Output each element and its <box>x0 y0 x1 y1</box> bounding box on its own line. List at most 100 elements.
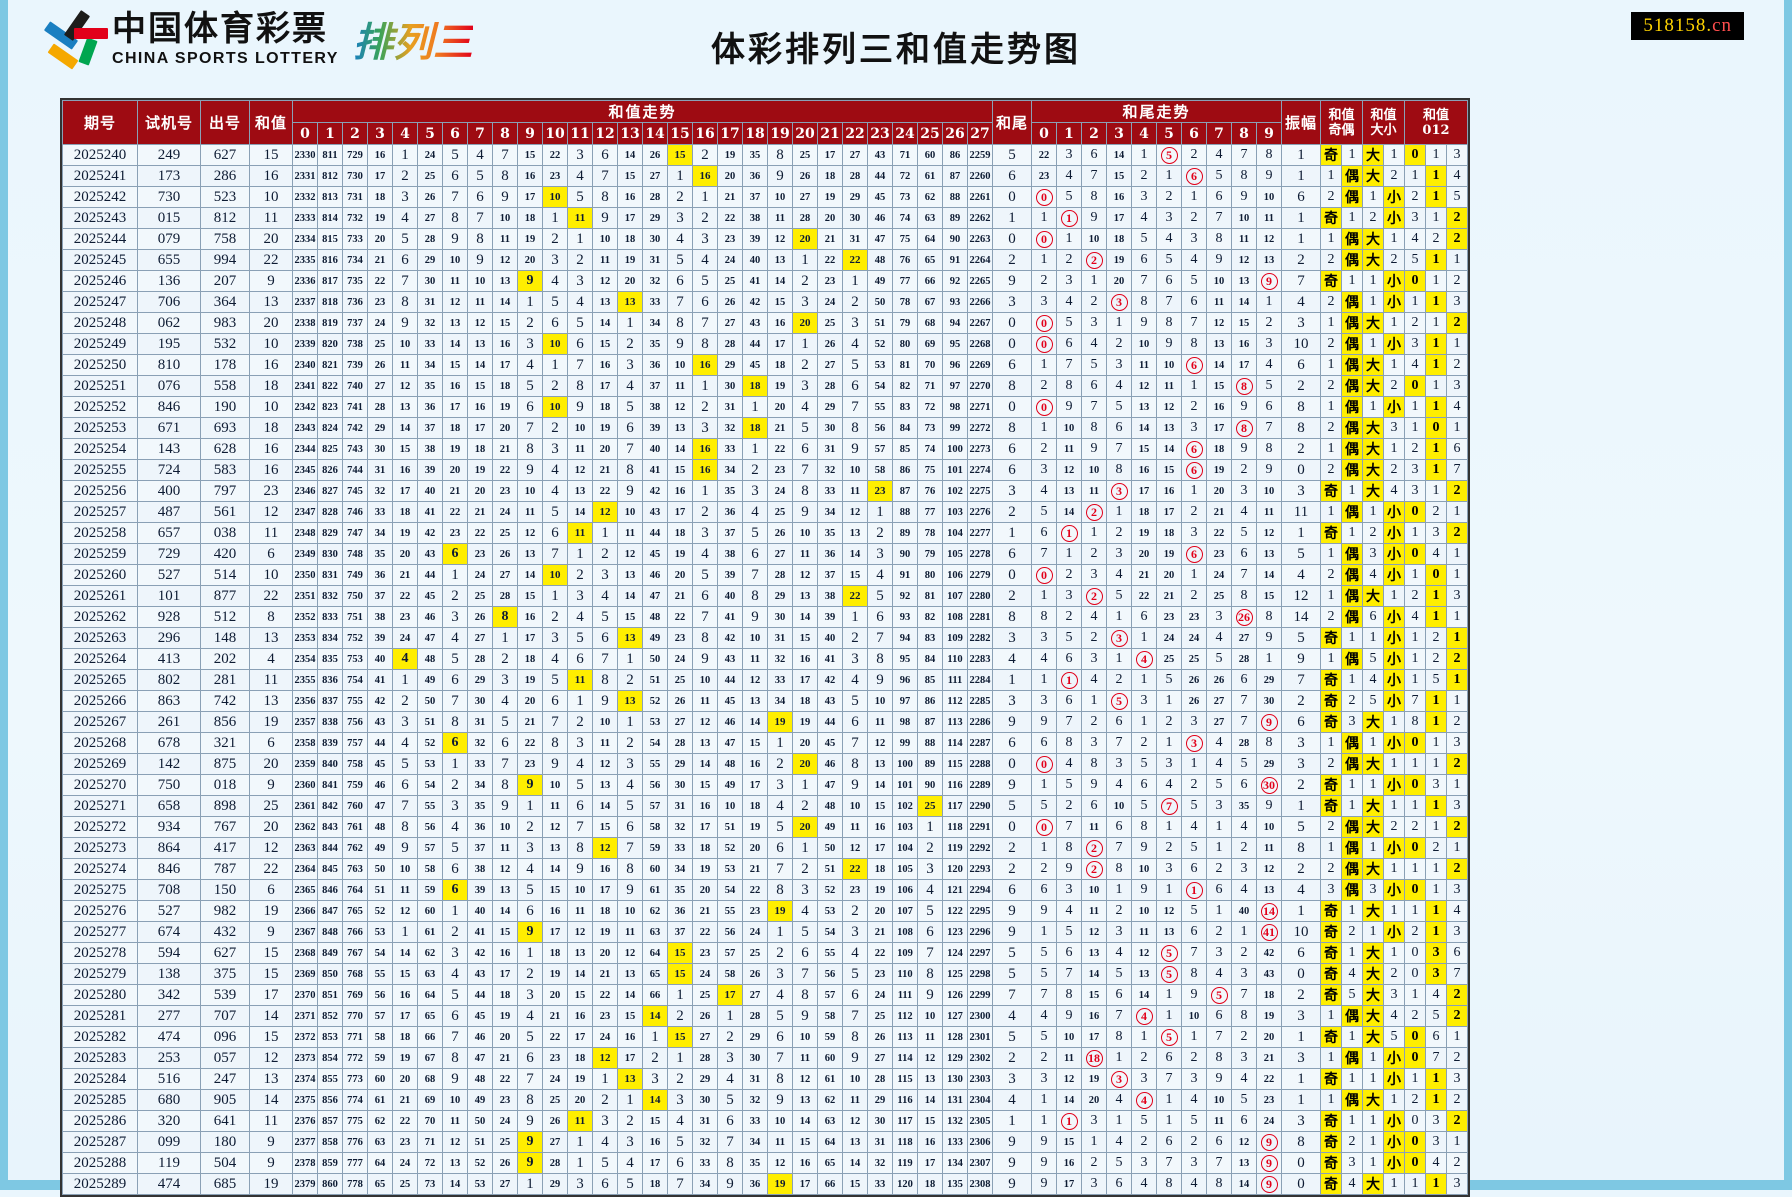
cell-sum-trend-20: 2 <box>792 858 818 880</box>
cell-sum-trend-3: 19 <box>367 207 393 229</box>
cell-sum-trend-11: 4 <box>567 165 593 187</box>
cell-sum-tail-trend-7: 10 <box>1206 270 1232 292</box>
cell-sum-tail: 9 <box>992 1173 1032 1195</box>
cell-sum-trend-8: 20 <box>492 417 518 439</box>
cell-sum-tail-trend-5: 5 <box>1156 1026 1182 1048</box>
cell-sum-trend-4: 4 <box>392 207 418 229</box>
cell-sum-trend-14: 14 <box>642 1005 668 1027</box>
cell-sum-trend-2: 769 <box>342 984 368 1006</box>
cell-sum-trend-15: 1 <box>667 165 693 187</box>
cell-sum-trend-15: 15 <box>667 459 693 481</box>
cell-sum-012-2: 2 <box>1446 207 1468 229</box>
cell-sum-trend-16: 5 <box>692 564 718 586</box>
cell-sum-trend-6: 8 <box>442 207 468 229</box>
cell-sum-trend-4: 4 <box>392 732 418 754</box>
cell-sum-trend-6: 16 <box>442 375 468 397</box>
cell-sum-tail-trend-1: 10 <box>1056 1026 1082 1048</box>
cell-sum-012-2: 2 <box>1446 711 1468 733</box>
cell-test-number: 277 <box>137 1005 201 1027</box>
cell-sum-tail-trend-8: 7 <box>1231 711 1257 733</box>
cell-sum-trend-6: 7 <box>442 186 468 208</box>
cell-sum-trend-24: 117 <box>892 1110 918 1132</box>
cell-sum-tail-trend-0: 5 <box>1031 963 1057 985</box>
table-row: 2025268 678 321 6 2358 839 757 44 4 52 6 32 6 22 8 3 11 2… <box>62 732 1468 754</box>
cell-sum-trend-17: 2 <box>717 1026 743 1048</box>
cell-sum-trend-9: 1 <box>517 942 543 964</box>
cell-sum-value: 10 <box>249 564 293 586</box>
cell-sum-012-0: 4 <box>1404 228 1426 250</box>
cell-sum-trend-0: 2335 <box>292 249 318 271</box>
cell-sum-trend-3: 62 <box>367 1110 393 1132</box>
cell-sum-trend-21: 40 <box>817 627 843 649</box>
cell-test-number: 846 <box>137 858 201 880</box>
cell-sum-trend-23: 48 <box>867 249 893 271</box>
cell-sum-value: 8 <box>249 606 293 628</box>
th-period: 期号 <box>62 100 138 145</box>
cell-sum-trend-14: 62 <box>642 900 668 922</box>
cell-sum-big-small-1: 1 <box>1383 354 1405 376</box>
cell-sum-trend-27: 2284 <box>967 669 993 691</box>
cell-sum-trend-18: 35 <box>742 144 768 166</box>
cell-sum-trend-0: 2358 <box>292 732 318 754</box>
cell-sum-tail-trend-3: 5 <box>1106 1152 1132 1174</box>
cell-sum-trend-23: 19 <box>867 879 893 901</box>
cell-sum-odd-even-1: 1 <box>1341 1026 1363 1048</box>
cell-sum-trend-4: 4 <box>392 648 418 670</box>
cell-period: 2025273 <box>62 837 138 859</box>
cell-sum-trend-7: 44 <box>467 984 493 1006</box>
cell-sum-012-1: 0 <box>1425 564 1447 586</box>
cell-sum-trend-16: 6 <box>692 291 718 313</box>
cell-sum-tail-trend-5: 12 <box>1156 396 1182 418</box>
cell-period: 2025251 <box>62 375 138 397</box>
cell-sum-tail-trend-3: 8 <box>1106 858 1132 880</box>
cell-sum-trend-5: 54 <box>417 774 443 796</box>
cell-sum-tail-trend-1: 8 <box>1056 732 1082 754</box>
cell-sum-tail-trend-0: 3 <box>1031 291 1057 313</box>
cell-sum-trend-18: 41 <box>742 270 768 292</box>
cell-sum-trend-8: 12 <box>492 858 518 880</box>
cell-sum-tail-trend-4: 15 <box>1131 438 1157 460</box>
th-sum-tail-col-7: 7 <box>1206 122 1232 145</box>
cell-sum-trend-2: 770 <box>342 1005 368 1027</box>
cell-sum-tail-trend-9: 9 <box>1256 270 1282 292</box>
cell-sum-trend-4: 3 <box>392 711 418 733</box>
cell-sum-trend-5: 27 <box>417 207 443 229</box>
cell-sum-tail-trend-7: 1 <box>1206 816 1232 838</box>
cell-sum-trend-14: 35 <box>642 333 668 355</box>
cell-sum-tail-trend-1: 3 <box>1056 585 1082 607</box>
cell-sum-tail-trend-8: 9 <box>1231 438 1257 460</box>
cell-sum-trend-6: 8 <box>442 711 468 733</box>
cell-sum-trend-1: 839 <box>317 732 343 754</box>
cell-sum-trend-19: 4 <box>767 984 793 1006</box>
cell-sum-trend-0: 2379 <box>292 1173 318 1195</box>
cell-sum-trend-17: 17 <box>717 984 743 1006</box>
cell-sum-trend-2: 761 <box>342 816 368 838</box>
cell-sum-value: 22 <box>249 585 293 607</box>
cell-sum-tail: 0 <box>992 753 1032 775</box>
cell-sum-trend-25: 16 <box>917 1131 943 1153</box>
cell-sum-trend-11: 8 <box>567 375 593 397</box>
cell-sum-trend-11: 18 <box>567 1047 593 1069</box>
cell-sum-012-1: 4 <box>1425 984 1447 1006</box>
cell-sum-trend-16: 23 <box>692 942 718 964</box>
cell-sum-tail-trend-8: 17 <box>1231 354 1257 376</box>
cell-sum-odd-even-0: 奇 <box>1320 900 1342 922</box>
cell-sum-trend-19: 9 <box>767 165 793 187</box>
cell-sum-trend-22: 3 <box>842 312 868 334</box>
cell-sum-big-small-1: 1 <box>1383 753 1405 775</box>
th-sum-trend-col-11: 11 <box>567 122 593 145</box>
cell-sum-tail-trend-9: 10 <box>1256 186 1282 208</box>
th-sum-odd-even: 和值 奇偶 <box>1320 100 1363 145</box>
cell-sum-tail-trend-4: 1 <box>1131 627 1157 649</box>
cell-sum-trend-17: 25 <box>717 270 743 292</box>
cell-sum-tail: 2 <box>992 1047 1032 1069</box>
cell-sum-odd-even-1: 偶 <box>1341 186 1363 208</box>
cell-sum-trend-5: 55 <box>417 795 443 817</box>
cell-sum-trend-10: 22 <box>542 144 568 166</box>
cell-sum-trend-26: 109 <box>942 627 968 649</box>
cell-sum-trend-16: 2 <box>692 396 718 418</box>
cell-sum-trend-2: 766 <box>342 921 368 943</box>
cell-sum-value: 18 <box>249 375 293 397</box>
cell-sum-trend-0: 2349 <box>292 543 318 565</box>
cell-sum-big-small-0: 大 <box>1362 858 1384 880</box>
